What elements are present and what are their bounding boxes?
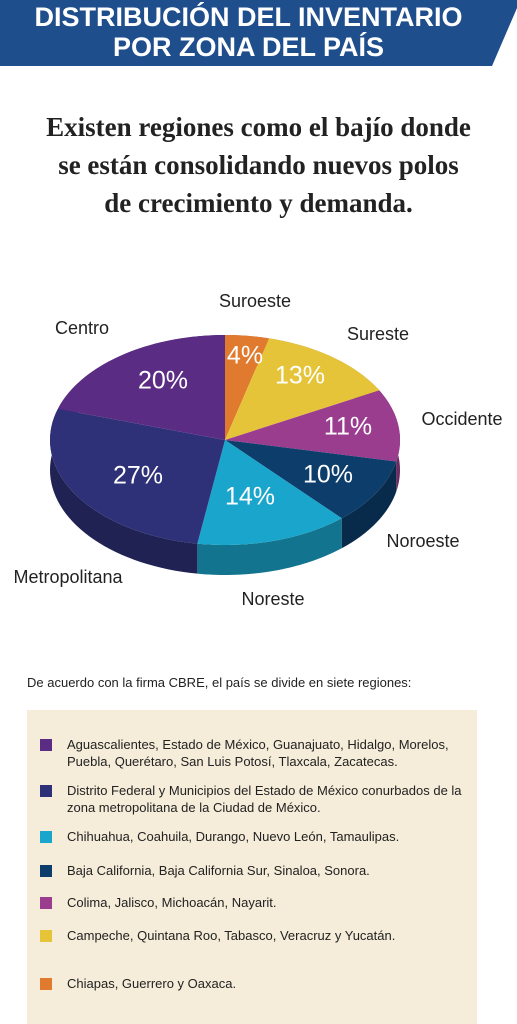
slice-side [341,461,397,549]
slice-label: Suroeste [219,291,291,311]
subtitle: de crecimiento y demanda. [104,188,413,218]
regions-box: Aguascalientes, Estado de México, Guanaj… [27,710,477,1024]
region-text: Aguascalientes, Estado de México, Guanaj… [67,737,449,769]
slice-label: Noreste [241,589,304,609]
region-swatch [40,978,52,990]
region-text: Colima, Jalisco, Michoacán, Nayarit. [67,895,277,910]
region-text: Chihuahua, Coahuila, Durango, Nuevo León… [67,829,400,844]
banner-bg [0,0,517,66]
slice [225,390,400,462]
value-label: 20% [138,367,188,395]
region-text: Baja California, Baja California Sur, Si… [67,863,370,878]
region-swatch [40,930,52,942]
slice-label: Occidente [421,409,502,429]
slice [57,335,226,440]
region-swatch [40,739,52,751]
chart: 4% Suroeste 13% Sureste 11% Occidente 10% Noroe… [13,291,502,609]
slice [225,335,269,440]
regions-note: De acuerdo con la firma CBRE, el país se… [27,675,412,690]
value-label: 13% [275,362,325,390]
region-swatch [40,831,52,843]
slice [225,440,397,519]
slice [225,338,380,440]
slice [50,408,226,544]
slice-label: Noroeste [386,531,459,551]
region-swatch [40,785,52,797]
slice-label: Sureste [347,324,409,344]
slice-side [50,408,198,574]
value-label: 4% [227,342,263,370]
subtitle: Existen regiones como el bajío donde [46,112,471,142]
banner [0,0,517,66]
title: POR ZONA DEL PAÍS [112,32,385,62]
slice [197,440,342,545]
slice-side [197,518,342,575]
value-label: 11% [324,413,372,441]
region-text: Chiapas, Guerrero y Oaxaca. [67,976,237,991]
region-text: Campeche, Quintana Roo, Tabasco, Veracru… [67,928,396,943]
region-text: Distrito Federal y Municipios del Estado… [67,783,462,815]
slice-label: Centro [55,318,109,338]
value-label: 10% [303,461,353,489]
region-swatch [40,897,52,909]
title: DISTRIBUCIÓN DEL INVENTARIO [34,2,463,32]
region-swatch [40,865,52,877]
subtitle: se están consolidando nuevos polos [58,150,459,180]
slice-label: Metropolitana [13,567,123,587]
value-label: 14% [225,483,275,511]
value-label: 27% [113,462,163,490]
